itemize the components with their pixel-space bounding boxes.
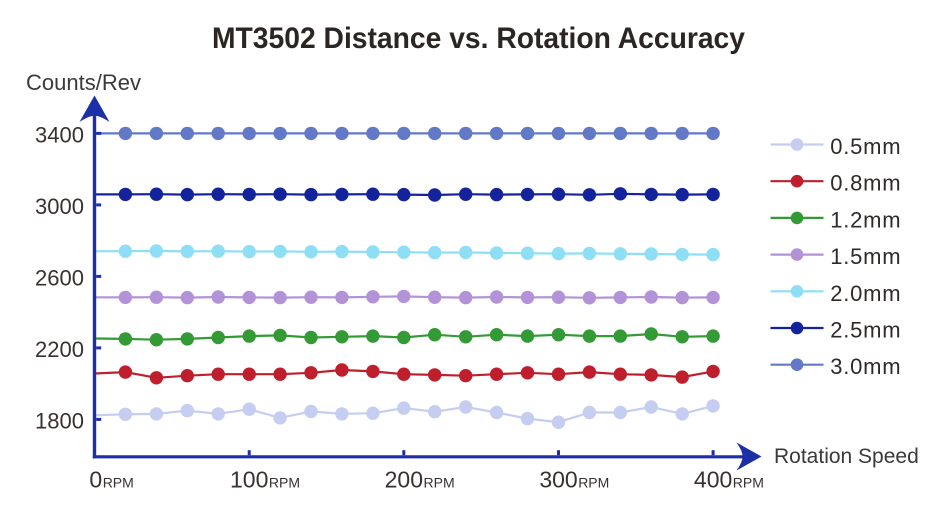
- svg-text:Rotation Speed: Rotation Speed: [774, 445, 919, 468]
- svg-text:2600: 2600: [35, 266, 84, 291]
- svg-text:Counts/Rev: Counts/Rev: [26, 70, 141, 95]
- svg-text:RPM: RPM: [733, 475, 764, 491]
- svg-text:2200: 2200: [35, 337, 84, 362]
- svg-text:1.2mm: 1.2mm: [830, 207, 901, 232]
- svg-text:3400: 3400: [35, 123, 84, 148]
- svg-text:0.8mm: 0.8mm: [830, 171, 901, 196]
- svg-text:0: 0: [89, 467, 102, 493]
- svg-text:RPM: RPM: [269, 475, 300, 491]
- svg-text:1800: 1800: [35, 409, 84, 434]
- svg-text:100: 100: [230, 467, 268, 493]
- svg-text:RPM: RPM: [424, 475, 455, 491]
- svg-text:3000: 3000: [35, 194, 84, 219]
- svg-text:MT3502 Distance vs. Rotation A: MT3502 Distance vs. Rotation Accuracy: [212, 22, 745, 55]
- svg-text:200: 200: [385, 467, 423, 493]
- svg-text:300: 300: [539, 467, 577, 493]
- svg-text:3.0mm: 3.0mm: [830, 354, 901, 379]
- svg-text:0.5mm: 0.5mm: [830, 134, 901, 159]
- svg-text:400: 400: [694, 467, 732, 493]
- svg-text:2.5mm: 2.5mm: [830, 318, 901, 343]
- svg-text:RPM: RPM: [103, 475, 134, 491]
- svg-text:1.5mm: 1.5mm: [830, 244, 901, 269]
- svg-text:2.0mm: 2.0mm: [830, 281, 901, 306]
- svg-text:RPM: RPM: [578, 475, 609, 491]
